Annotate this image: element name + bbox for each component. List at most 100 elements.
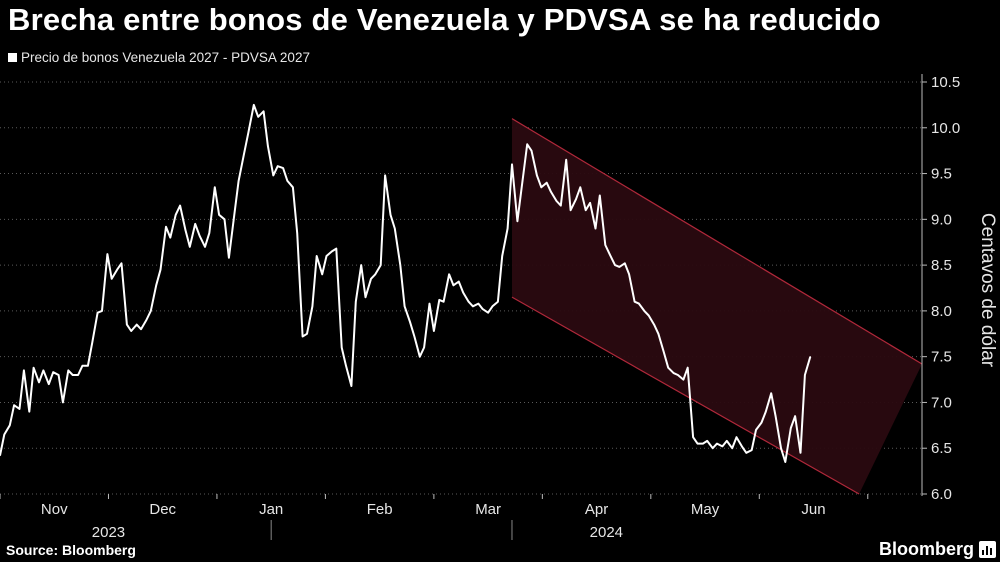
data-point	[555, 200, 558, 202]
data-point	[120, 262, 123, 264]
data-point	[394, 227, 396, 230]
data-point	[550, 191, 552, 193]
data-point	[794, 415, 796, 417]
y-tick-label: 6.0	[931, 486, 952, 503]
data-point	[321, 273, 323, 275]
data-point	[809, 356, 811, 358]
data-point	[696, 443, 699, 445]
data-point	[370, 278, 372, 280]
data-point	[9, 424, 11, 426]
x-axis-ticks: Nov Dec Jan Feb Mar Apr May Jun 2023 2024	[0, 494, 869, 541]
series-layer	[0, 103, 812, 463]
data-point	[350, 385, 352, 387]
data-point	[208, 232, 210, 234]
data-point	[33, 367, 35, 369]
trend-channel	[511, 118, 923, 495]
data-point	[311, 305, 313, 307]
data-point	[667, 367, 669, 369]
data-point	[780, 447, 782, 449]
y-tick-label: 9.0	[931, 211, 952, 228]
data-point	[341, 346, 343, 349]
data-point	[306, 333, 308, 335]
data-point	[634, 301, 636, 303]
y-tick-label: 7.0	[931, 394, 952, 411]
data-point	[599, 194, 601, 197]
data-point	[511, 163, 513, 165]
data-point	[238, 180, 240, 182]
data-point	[570, 209, 572, 211]
data-point	[413, 335, 415, 338]
data-point	[624, 262, 626, 264]
data-point	[682, 379, 685, 381]
data-point	[409, 321, 411, 323]
data-point	[316, 255, 318, 257]
data-point	[214, 186, 216, 188]
data-point	[331, 250, 333, 252]
data-point	[263, 110, 265, 112]
brand-name: Bloomberg	[878, 539, 974, 559]
data-point	[643, 310, 645, 312]
y-tick-label: 10.5	[931, 74, 960, 91]
data-point	[136, 324, 138, 326]
data-point	[462, 292, 464, 294]
data-point	[72, 374, 74, 376]
data-point	[477, 303, 479, 305]
data-point	[62, 401, 64, 403]
data-point	[760, 422, 763, 424]
channel-fill	[511, 118, 922, 494]
data-point	[735, 436, 738, 438]
data-point	[784, 461, 786, 463]
data-point	[482, 308, 484, 310]
data-point	[67, 369, 69, 371]
data-point	[253, 104, 255, 106]
data-point	[790, 427, 792, 429]
data-point	[58, 374, 60, 376]
data-point	[257, 116, 259, 118]
data-point	[175, 214, 177, 216]
legend-label: Precio de bonos Venezuela 2027 - PDVSA 2…	[21, 50, 310, 65]
channel-lower-line	[511, 296, 860, 495]
x-tick-label: Nov	[41, 501, 68, 518]
data-point	[423, 346, 425, 349]
data-point	[799, 452, 802, 454]
data-point	[140, 328, 142, 330]
data-point	[106, 253, 108, 255]
data-point	[155, 284, 157, 286]
y-tick-label: 7.5	[931, 349, 952, 366]
legend: Precio de bonos Venezuela 2027 - PDVSA 2…	[8, 50, 310, 65]
data-point	[184, 229, 187, 231]
data-point	[775, 415, 777, 417]
data-point	[384, 174, 386, 176]
data-point	[579, 186, 581, 188]
data-point	[687, 367, 689, 369]
data-point	[286, 180, 288, 182]
data-point	[726, 440, 728, 442]
data-point	[204, 246, 206, 248]
data-point	[267, 145, 269, 147]
x-year-label: 2023	[92, 524, 125, 541]
data-point	[452, 284, 454, 286]
data-point	[575, 198, 577, 200]
data-point	[3, 433, 5, 436]
data-point	[530, 150, 533, 152]
data-point	[487, 312, 489, 314]
data-point	[585, 209, 587, 211]
x-tick-label: Mar	[475, 501, 501, 518]
x-tick-label: Dec	[149, 501, 176, 518]
data-point	[165, 226, 167, 228]
data-point	[507, 227, 509, 230]
data-point	[380, 264, 382, 266]
data-point	[360, 264, 362, 266]
data-point	[521, 186, 523, 188]
data-point	[491, 305, 494, 307]
x-tick-label: Jun	[801, 501, 825, 518]
x-tick-label: Jan	[259, 501, 283, 518]
data-point	[706, 440, 708, 442]
data-point	[804, 374, 806, 376]
data-point	[292, 186, 294, 188]
data-point	[77, 374, 79, 376]
data-point	[419, 356, 421, 358]
data-point	[589, 202, 591, 204]
data-point	[0, 454, 1, 457]
data-point	[13, 404, 15, 406]
